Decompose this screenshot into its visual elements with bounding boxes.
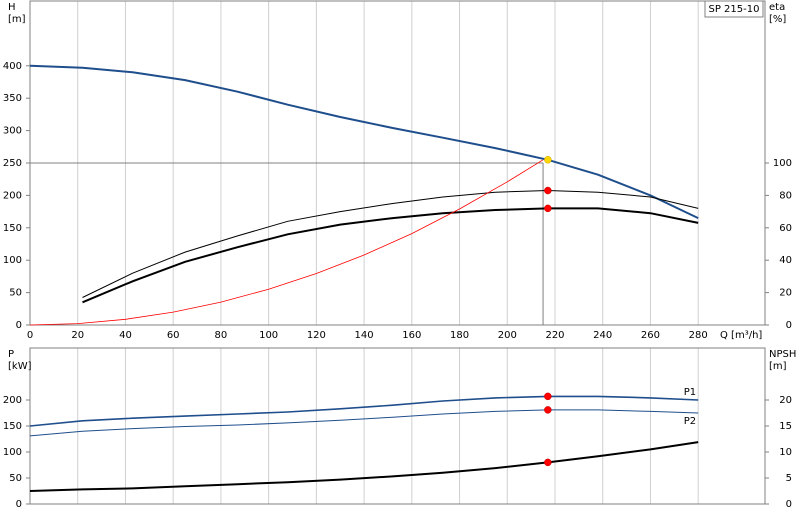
- y-axis-unit: [m]: [8, 14, 26, 25]
- y-tick-label: 400: [3, 61, 22, 72]
- operating-point: [544, 406, 552, 414]
- y2-tick-label: 40: [779, 255, 792, 266]
- operating-point: [544, 392, 552, 401]
- y-tick-label: 100: [3, 255, 22, 266]
- x-tick-label: 180: [450, 330, 469, 341]
- x-tick-label: 120: [307, 330, 326, 341]
- x-tick-label: 220: [545, 330, 564, 341]
- series-line: [29, 409, 699, 437]
- y-axis-label: P: [8, 349, 14, 360]
- series-line: [82, 189, 699, 298]
- operating-point: [544, 186, 552, 195]
- x-tick-label: 80: [215, 330, 228, 341]
- y2-axis-label: eta: [769, 2, 785, 13]
- y2-tick-label: 20: [779, 288, 792, 299]
- y2-tick-label: 10: [779, 447, 792, 458]
- x-tick-label: 40: [119, 330, 132, 341]
- y-tick-label: 200: [3, 395, 22, 406]
- y2-axis-unit: [%]: [769, 14, 786, 25]
- x-tick-label: 100: [259, 330, 278, 341]
- x-tick-label: 140: [355, 330, 374, 341]
- y2-tick-label: 60: [779, 223, 792, 234]
- y-axis-label: H: [8, 2, 16, 13]
- y-tick-label: 100: [3, 447, 22, 458]
- y-tick-label: 150: [3, 223, 22, 234]
- y-tick-label: 50: [9, 288, 22, 299]
- x-tick-label: 0: [27, 330, 33, 341]
- y-axis-unit: [kW]: [8, 361, 32, 372]
- operating-point: [544, 458, 552, 467]
- title-box: [704, 0, 764, 18]
- y-tick-label: 300: [3, 126, 22, 137]
- chart-title: SP 215-10: [709, 4, 760, 15]
- y-tick-label: 0: [16, 320, 22, 331]
- y2-tick-label: 20: [779, 395, 792, 406]
- y-tick-label: 250: [3, 158, 22, 169]
- x-tick-label: 20: [71, 330, 84, 341]
- y2-tick-label: 5: [786, 473, 792, 484]
- x-axis-label: Q [m³/h]: [720, 330, 762, 341]
- x-tick-label: 200: [498, 330, 517, 341]
- x-tick-label: 240: [593, 330, 612, 341]
- y2-tick-label: 100: [773, 158, 792, 169]
- series-line: [82, 207, 699, 304]
- x-tick-label: 280: [689, 330, 708, 341]
- series-line: [29, 395, 699, 427]
- y2-tick-label: 80: [779, 190, 792, 201]
- y2-tick-label: 15: [779, 421, 792, 432]
- y-tick-label: 200: [3, 190, 22, 201]
- series-label: P1: [684, 387, 696, 398]
- series-line: [29, 64, 699, 220]
- x-tick-label: 260: [641, 330, 660, 341]
- series-line: [29, 441, 699, 492]
- operating-point: [544, 204, 552, 213]
- y-tick-label: 0: [16, 499, 22, 510]
- x-tick-label: 60: [167, 330, 180, 341]
- series-line: [29, 159, 544, 326]
- y2-axis-unit: [m]: [769, 361, 787, 372]
- y2-axis-label: NPSH: [769, 349, 796, 360]
- series-label: P2: [684, 416, 696, 427]
- plot-area: [30, 348, 765, 504]
- y-tick-label: 150: [3, 421, 22, 432]
- y-tick-label: 350: [3, 93, 22, 104]
- x-tick-label: 160: [402, 330, 421, 341]
- y2-tick-label: 0: [786, 499, 792, 510]
- y-tick-label: 50: [9, 473, 22, 484]
- operating-point: [544, 156, 552, 164]
- y2-tick-label: 0: [786, 320, 792, 331]
